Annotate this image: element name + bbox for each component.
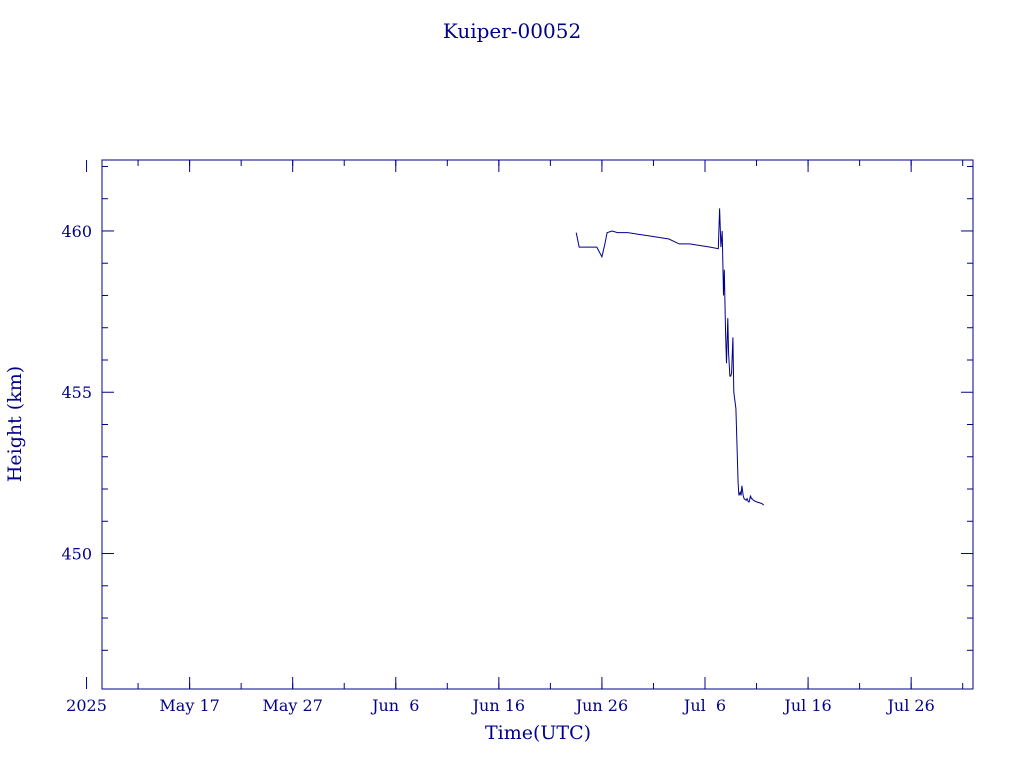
y-tick-labels: 450 455 460 — [61, 222, 92, 564]
x-tick-label: Jun 26 — [574, 696, 628, 715]
x-tick-label: May 27 — [262, 696, 322, 715]
x-ticks — [86, 160, 964, 689]
x-tick-label: Jun 6 — [370, 696, 419, 715]
chart-title: Kuiper-00052 — [443, 19, 581, 43]
series-line — [575, 208, 765, 506]
x-tick-label: 2025 — [66, 696, 107, 715]
x-tick-label: May 17 — [159, 696, 219, 715]
plot-frame — [101, 159, 974, 690]
y-axis-label: Height (km) — [4, 366, 26, 482]
x-tick-label: Jul 26 — [886, 696, 935, 715]
y-ticks — [102, 165, 973, 651]
y-tick-label: 460 — [61, 222, 92, 241]
y-tick-label: 455 — [61, 383, 92, 402]
x-tick-label: Jul 16 — [782, 696, 831, 715]
x-tick-label: Jun 16 — [471, 696, 525, 715]
x-tick-label: Jul 6 — [682, 696, 726, 715]
x-tick-labels: 2025 May 17 May 27 Jun 6 Jun 16 Jun 26 Jul 6 Ju… — [66, 696, 935, 715]
x-axis-label: Time(UTC) — [485, 722, 591, 744]
y-tick-label: 450 — [61, 545, 92, 564]
